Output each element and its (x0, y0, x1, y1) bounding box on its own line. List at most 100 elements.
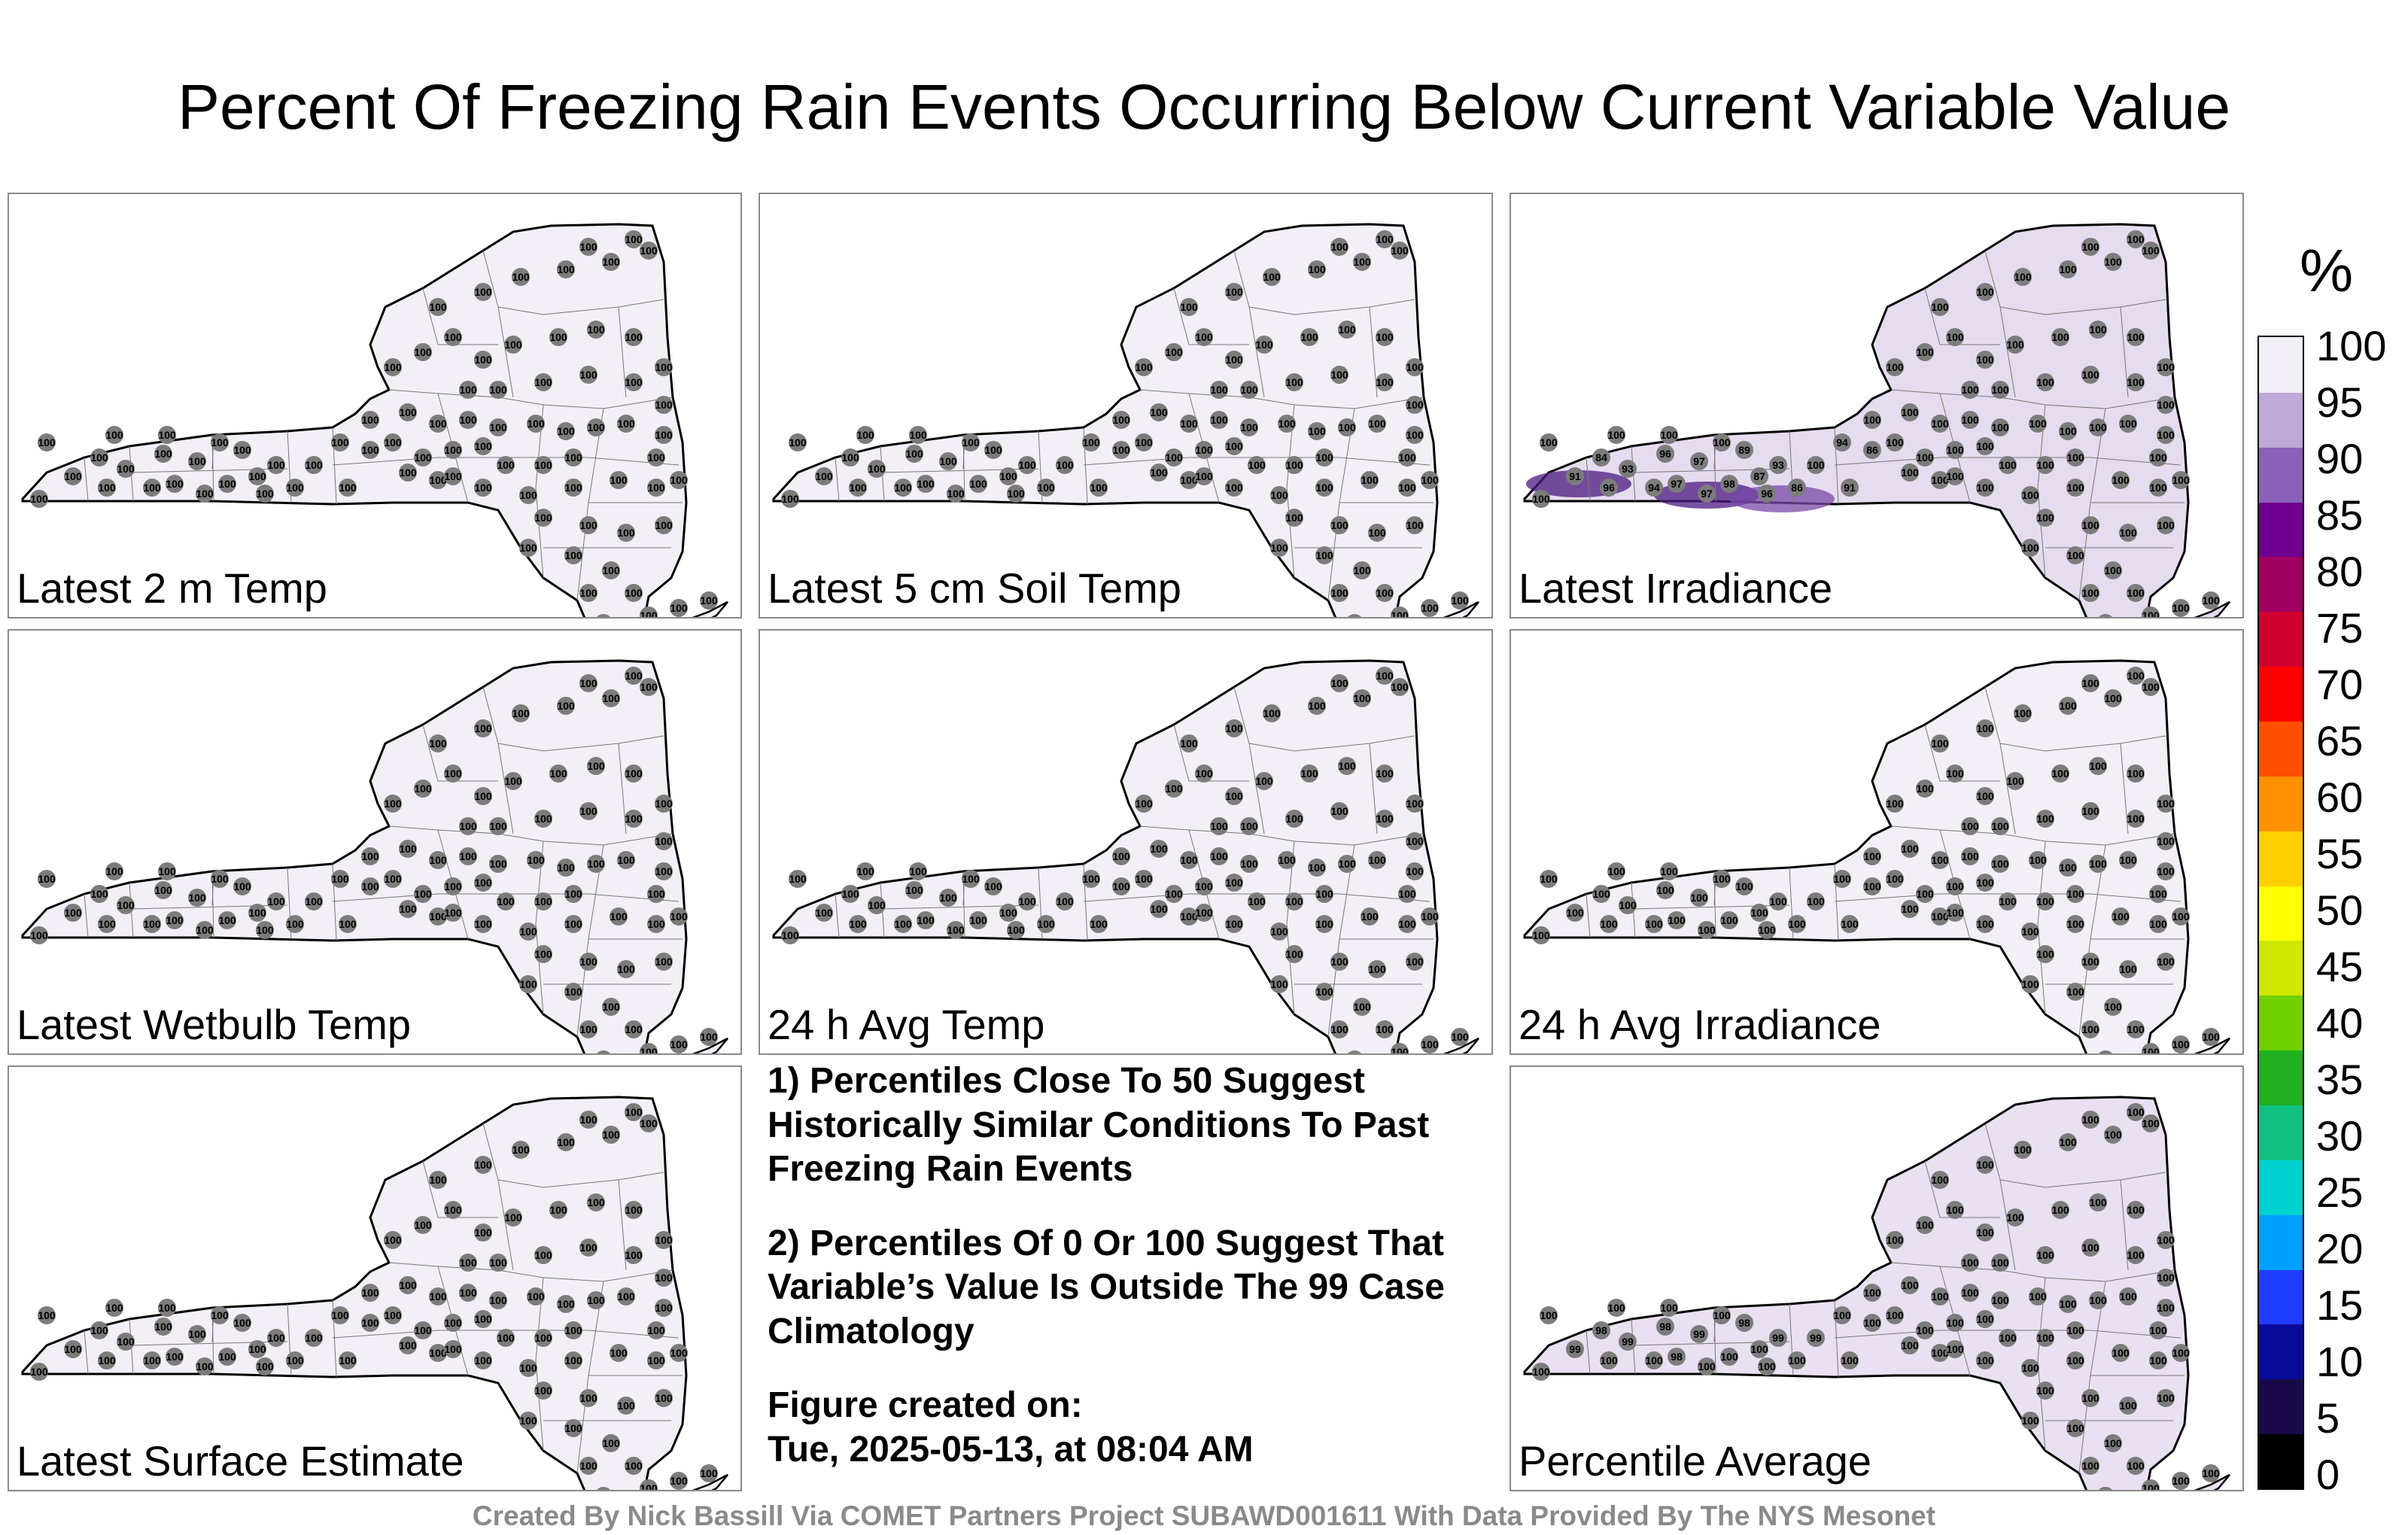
station-value: 100 (519, 926, 537, 938)
station-value: 100 (1421, 474, 1439, 486)
station-value: 100 (1195, 768, 1213, 780)
station-value: 100 (2081, 1023, 2099, 1035)
station-marker: 100 (399, 840, 417, 858)
station-marker: 100 (655, 1231, 673, 1249)
station-value: 100 (233, 444, 251, 456)
station-marker: 100 (2157, 832, 2175, 850)
station-marker: 100 (1600, 915, 1618, 933)
station-value: 93 (1772, 459, 1784, 471)
station-value: 100 (1931, 854, 1949, 866)
station-value: 100 (579, 241, 597, 253)
station-marker: 100 (587, 418, 605, 436)
station-value: 100 (1645, 1354, 1663, 1366)
station-marker: 100 (489, 855, 507, 873)
station-value: 100 (1886, 798, 1904, 810)
station-value: 100 (444, 1204, 462, 1216)
station-marker: 100 (64, 1340, 82, 1358)
station-value: 100 (1863, 1287, 1881, 1299)
station-value: 100 (625, 1460, 643, 1472)
station-value: 100 (1863, 850, 1881, 862)
station-value: 100 (962, 873, 980, 885)
station-value: 100 (1150, 903, 1168, 915)
station-value: 100 (2157, 361, 2175, 373)
station-value: 100 (1308, 425, 1326, 437)
station-marker: 100 (429, 415, 447, 433)
station-value: 100 (856, 429, 874, 441)
colorbar-tick-label: 40 (2316, 999, 2364, 1047)
station-value: 100 (527, 854, 545, 866)
station-value: 100 (2127, 1204, 2145, 1216)
county-border (84, 893, 89, 938)
station-marker: 100 (1210, 411, 1228, 429)
station-value: 100 (1750, 1343, 1768, 1355)
station-marker: 84 (1592, 448, 1610, 467)
station-marker: 100 (1165, 448, 1183, 467)
station-marker: 100 (1961, 847, 1979, 865)
station-marker: 100 (1112, 441, 1130, 459)
station-marker: 100 (2149, 479, 2167, 497)
station-value: 100 (1270, 542, 1288, 554)
station-marker: 100 (1150, 840, 1168, 858)
station-marker: 100 (286, 915, 304, 933)
station-marker: 100 (2051, 328, 2069, 346)
station-value: 100 (474, 1226, 492, 1239)
station-marker: 100 (587, 1193, 605, 1211)
station-marker: 100 (647, 448, 665, 467)
station-marker: 100 (1018, 456, 1036, 474)
station-marker: 100 (1750, 904, 1768, 922)
station-marker: 100 (939, 889, 957, 907)
station-value: 96 (1761, 488, 1773, 500)
station-marker: 100 (1807, 456, 1825, 474)
station-marker: 100 (2089, 757, 2107, 775)
station-value: 100 (256, 1360, 274, 1372)
station-value: 100 (105, 1302, 123, 1314)
panel-percentile-average: 100 99 98 99 98 99 98 99 99 98 100 100 100 100 100 100 1… (1510, 1065, 2244, 1491)
county-border (332, 1330, 680, 1339)
station-value: 100 (2081, 1460, 2099, 1472)
station-value: 100 (1833, 873, 1851, 885)
station-marker: 100 (1607, 1299, 1625, 1317)
station-value: 100 (196, 924, 214, 936)
station-value: 100 (2119, 854, 2137, 866)
station-value: 100 (1376, 1023, 1394, 1035)
station-value: 100 (384, 436, 402, 448)
station-marker: 100 (196, 921, 214, 939)
station-value: 100 (2014, 707, 2032, 719)
station-value: 100 (1758, 924, 1776, 936)
colorbar-tick-label: 100 (2316, 322, 2387, 369)
station-marker: 100 (534, 456, 552, 474)
station-marker: 100 (1607, 426, 1625, 444)
station-marker: 100 (399, 1336, 417, 1354)
station-marker: 100 (655, 1269, 673, 1287)
station-marker: 100 (2081, 1457, 2099, 1475)
station-marker: 100 (1308, 859, 1326, 877)
station-marker: 100 (1656, 881, 1674, 899)
station-marker: 100 (1330, 953, 1348, 971)
station-value: 100 (905, 884, 923, 896)
station-marker: 99 (1619, 1333, 1637, 1351)
station-value: 100 (625, 1106, 643, 1118)
station-marker: 100 (2119, 960, 2137, 978)
station-marker: 100 (1255, 772, 1273, 790)
station-value: 86 (1791, 482, 1803, 494)
station-value: 100 (211, 1309, 229, 1321)
station-value: 100 (1308, 862, 1326, 874)
station-value: 100 (2036, 1332, 2054, 1344)
station-value: 100 (331, 1309, 349, 1321)
county-border (2037, 840, 2046, 1015)
colorbar-tick-label: 35 (2316, 1056, 2364, 1103)
station-value: 100 (474, 1159, 492, 1171)
station-value: 99 (1810, 1332, 1822, 1344)
station-value: 100 (1285, 948, 1303, 960)
station-value: 100 (2127, 1106, 2145, 1118)
station-value: 100 (1607, 429, 1625, 441)
station-marker: 100 (1376, 584, 1394, 602)
station-value: 100 (534, 459, 552, 471)
station-marker: 100 (267, 456, 285, 474)
station-marker: 100 (444, 1340, 462, 1358)
ny-map: 100 100 100 100 100 100 100 100 100 100 100 100 100 1… (21, 1096, 728, 1490)
station-value: 100 (519, 1362, 537, 1374)
station-value: 100 (38, 1309, 56, 1321)
station-value: 100 (2029, 854, 2047, 866)
station-value: 100 (868, 899, 886, 911)
